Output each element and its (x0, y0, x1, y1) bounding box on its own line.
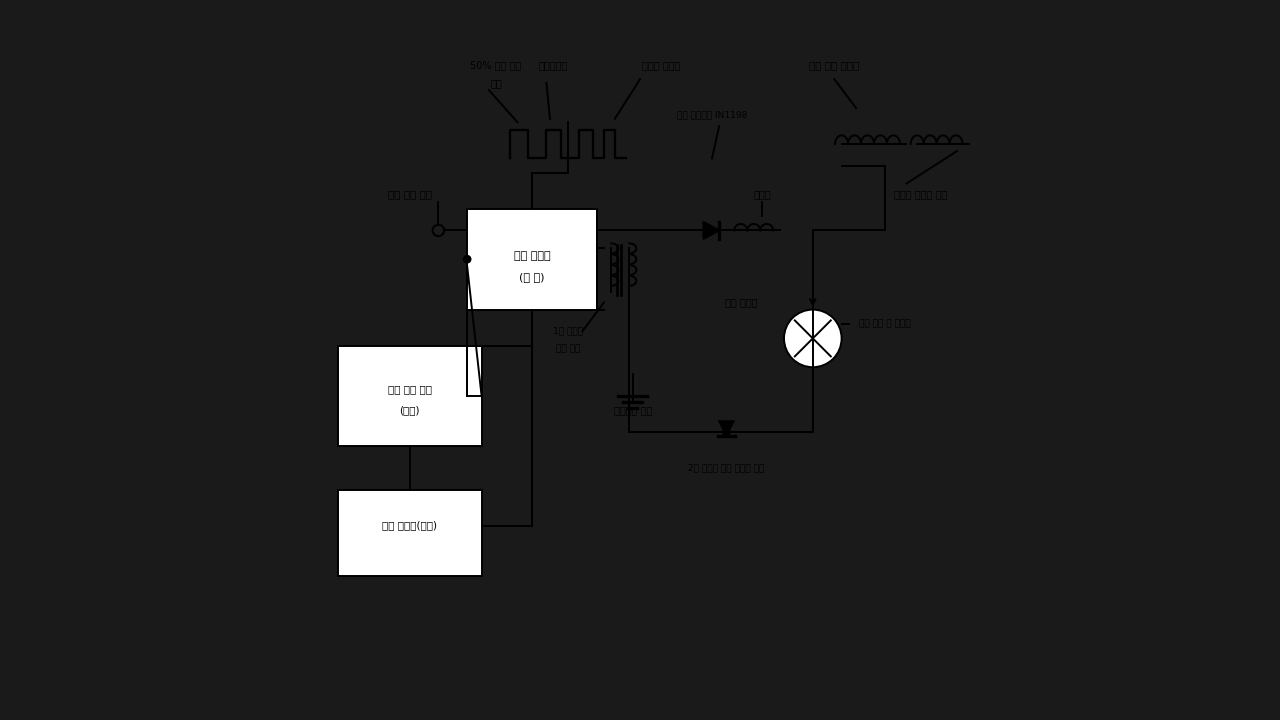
Text: 리스: 리스 (490, 78, 502, 88)
Polygon shape (719, 421, 733, 436)
Text: (가변): (가변) (399, 405, 420, 415)
Text: 제어 회로: 제어 회로 (556, 345, 580, 354)
Text: 직류 전원 공급: 직류 전원 공급 (388, 189, 431, 199)
Text: 공전 충전 쵸우크: 공전 충전 쵸우크 (809, 60, 860, 70)
Text: 전압 진폭 제어: 전압 진폭 제어 (388, 384, 431, 394)
Circle shape (785, 310, 842, 367)
Text: 게이트시간: 게이트시간 (539, 60, 568, 70)
Bar (338, 346, 481, 446)
Text: (가 변): (가 변) (520, 272, 545, 282)
Text: 감소된 게이트 시간: 감소된 게이트 시간 (895, 189, 947, 199)
Text: 토로이달 코어: 토로이달 코어 (613, 405, 652, 415)
Text: 인덕터: 인덕터 (754, 189, 772, 199)
Polygon shape (704, 222, 719, 239)
Text: 2차 고압도 부터 고립된 회로: 2차 고압도 부터 고립된 회로 (689, 464, 764, 472)
Bar (338, 490, 481, 576)
Bar (467, 209, 596, 310)
Text: 연로 전지 를 축전기: 연로 전지 를 축전기 (859, 320, 910, 328)
Text: 펄스 발생기: 펄스 발생기 (513, 251, 550, 261)
Circle shape (723, 428, 730, 436)
Text: 가변 인덕터: 가변 인덕터 (724, 297, 756, 307)
Text: 게이트 펄스변: 게이트 펄스변 (643, 60, 681, 70)
Text: 저지 다이오드 IN1198: 저지 다이오드 IN1198 (677, 111, 748, 120)
Text: 50% 클럭 계수: 50% 클럭 계수 (470, 60, 522, 70)
Text: 1차 코일및: 1차 코일및 (553, 327, 584, 336)
Circle shape (463, 256, 471, 263)
Text: 펄스 게이트(가변): 펄스 게이트(가변) (383, 521, 436, 531)
